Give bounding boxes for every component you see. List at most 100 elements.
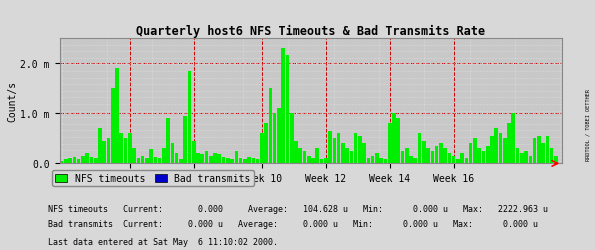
Bar (187, 71, 191, 164)
Bar (290, 114, 293, 164)
Bar (196, 154, 200, 164)
Bar (388, 124, 392, 164)
Bar (222, 158, 226, 164)
Bar (252, 159, 255, 164)
Bar (405, 149, 409, 164)
Bar (507, 124, 511, 164)
Bar (209, 156, 212, 164)
Bar (299, 149, 302, 164)
Bar (260, 134, 264, 164)
Bar (60, 161, 64, 164)
Bar (149, 150, 153, 164)
Bar (490, 136, 494, 164)
Bar (392, 114, 396, 164)
Bar (171, 144, 174, 164)
Bar (358, 136, 362, 164)
Bar (465, 159, 468, 164)
Bar (77, 160, 80, 164)
Bar (341, 144, 345, 164)
Bar (409, 156, 413, 164)
Bar (226, 159, 230, 164)
Y-axis label: Count/s: Count/s (8, 81, 18, 122)
Bar (243, 160, 247, 164)
Bar (349, 151, 353, 164)
Bar (541, 144, 545, 164)
Bar (418, 134, 421, 164)
Bar (422, 141, 425, 164)
Bar (124, 139, 127, 164)
Bar (68, 159, 72, 164)
Bar (175, 154, 178, 164)
Bar (145, 159, 149, 164)
Bar (324, 159, 328, 164)
Bar (268, 89, 273, 164)
Bar (264, 124, 268, 164)
Bar (456, 160, 460, 164)
Bar (115, 69, 119, 164)
Bar (546, 136, 549, 164)
Bar (162, 149, 165, 164)
Bar (73, 158, 76, 164)
Bar (333, 139, 336, 164)
Bar (371, 156, 374, 164)
Bar (516, 149, 519, 164)
Bar (81, 156, 84, 164)
Bar (328, 131, 332, 164)
Bar (528, 156, 532, 164)
Bar (380, 159, 383, 164)
Bar (141, 156, 145, 164)
Bar (217, 155, 221, 164)
Bar (234, 151, 238, 164)
Bar (431, 151, 434, 164)
Bar (520, 154, 524, 164)
Bar (503, 139, 506, 164)
Bar (111, 89, 115, 164)
Text: Bad transmits  Current:     0.000 u   Average:     0.000 u   Min:      0.000 u  : Bad transmits Current: 0.000 u Average: … (48, 219, 538, 228)
Bar (354, 134, 358, 164)
Bar (86, 154, 89, 164)
Bar (158, 159, 161, 164)
Bar (461, 154, 464, 164)
Bar (414, 159, 417, 164)
Bar (337, 134, 340, 164)
Bar (179, 160, 183, 164)
Bar (426, 149, 430, 164)
Bar (230, 160, 234, 164)
Bar (473, 139, 477, 164)
Bar (183, 116, 187, 164)
Text: NFS timeouts   Current:       0.000     Average:   104.628 u   Min:      0.000 u: NFS timeouts Current: 0.000 Average: 104… (48, 204, 547, 213)
Bar (494, 129, 498, 164)
Bar (443, 149, 447, 164)
Bar (537, 136, 541, 164)
Bar (367, 159, 370, 164)
Bar (201, 155, 204, 164)
Bar (273, 114, 277, 164)
Bar (205, 151, 208, 164)
Bar (384, 160, 387, 164)
Bar (439, 144, 443, 164)
Bar (132, 149, 136, 164)
Bar (315, 149, 319, 164)
Bar (90, 158, 93, 164)
Bar (154, 158, 157, 164)
Bar (213, 154, 217, 164)
Bar (98, 129, 102, 164)
Bar (447, 154, 451, 164)
Bar (362, 144, 366, 164)
Bar (311, 159, 315, 164)
Bar (396, 119, 400, 164)
Bar (94, 159, 98, 164)
Bar (486, 146, 490, 164)
Bar (533, 139, 536, 164)
Bar (303, 151, 306, 164)
Bar (239, 159, 242, 164)
Bar (281, 49, 285, 164)
Bar (286, 56, 289, 164)
Bar (128, 134, 131, 164)
Bar (435, 146, 439, 164)
Bar (524, 151, 528, 164)
Bar (294, 141, 298, 164)
Bar (277, 109, 281, 164)
Bar (550, 149, 553, 164)
Bar (102, 141, 106, 164)
